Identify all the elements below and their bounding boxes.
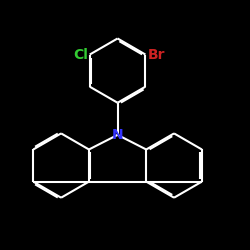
Text: N: N (112, 128, 124, 142)
Text: Br: Br (148, 48, 165, 62)
Text: Cl: Cl (73, 48, 88, 62)
